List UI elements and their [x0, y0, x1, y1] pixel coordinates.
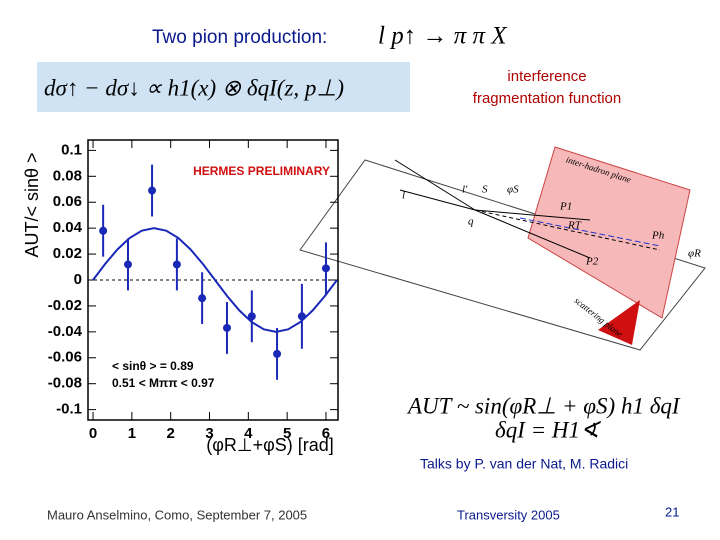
data-point: [222, 323, 231, 332]
diagram-label: S: [482, 184, 488, 196]
credit: Talks by P. van der Nat, M. Radici: [420, 456, 628, 472]
x-tick-label: 5: [283, 425, 291, 442]
footer-author: Mauro Anselmino, Como, September 7, 2005: [47, 507, 307, 522]
p1-line: [474, 209, 591, 221]
data-point: [172, 260, 181, 269]
note: interference: [507, 68, 586, 85]
diagram-label: q: [468, 216, 474, 228]
q-line: [474, 209, 661, 251]
page-number: 21: [665, 504, 679, 519]
diagram-label: P2: [585, 256, 599, 268]
data-point: [273, 349, 282, 358]
diagram-label: φS: [507, 184, 519, 196]
y-tick-label: 0: [74, 271, 82, 288]
p2-line: [474, 209, 591, 259]
annotation: 0.51 < Mππ < 0.97: [112, 376, 215, 390]
slide-title: Two pion production:: [152, 27, 327, 48]
data-point: [99, 226, 108, 235]
y-tick-label: 0.1: [61, 141, 82, 158]
y-tick-label: 0.02: [53, 245, 82, 262]
y-tick-label: -0.08: [48, 375, 82, 392]
beam-line: [394, 159, 476, 211]
cone: [598, 300, 640, 345]
data-point: [148, 186, 157, 195]
y-tick-label: -0.06: [48, 349, 82, 366]
data-point: [123, 260, 132, 269]
footer-event: Transversity 2005: [457, 507, 560, 522]
process: l p↑ → π π X: [378, 23, 508, 50]
y-tick-label: -0.04: [48, 323, 83, 340]
x-tick-label: 0: [89, 425, 97, 442]
annotation: < sinθ > = 0.89: [112, 359, 194, 373]
diagram-label: φR: [688, 248, 701, 260]
scattering-plane: [299, 159, 706, 351]
formula-box: [37, 62, 410, 112]
x-tick-label: 6: [322, 425, 330, 442]
y-tick-label: -0.02: [48, 297, 82, 314]
y-tick-label: -0.1: [56, 401, 82, 418]
diagram: [299, 146, 706, 351]
data-point: [297, 312, 306, 321]
y-tick-label: 0.06: [53, 193, 82, 210]
data-point: [321, 264, 330, 273]
annotation: HERMES PRELIMINARY: [193, 164, 330, 178]
diagram-label: P1: [559, 201, 572, 213]
rt-line: [519, 217, 661, 247]
scattered-line: [399, 189, 476, 211]
result: δqI = H1∢: [495, 417, 602, 442]
fit-curve: [92, 227, 338, 333]
x-tick-label: 2: [167, 425, 175, 442]
formula: dσ↑ − dσ↓ ∝ h1(x) ⊗ δqI(z, p⊥): [44, 75, 344, 100]
x-tick-label: 3: [205, 425, 213, 442]
x-axis-label: (φR⊥+φS) [rad]: [206, 435, 334, 455]
y-tick-label: 0.08: [53, 167, 82, 184]
note: fragmentation function: [473, 90, 621, 107]
x-tick-label: 4: [244, 425, 253, 442]
diagram-label: RT: [567, 220, 582, 232]
y-tick-label: 0.04: [53, 219, 83, 236]
diagram-label: l: [402, 190, 405, 202]
diagram-label: l': [462, 184, 468, 196]
hadron-plane: [527, 146, 691, 319]
diagram-label: Ph: [651, 230, 665, 242]
data-point: [198, 294, 207, 303]
data-point: [247, 312, 256, 321]
result: AUT ~ sin(φR⊥ + φS) h1 δqI: [406, 393, 681, 418]
y-axis-label: AUT/< sinθ >: [22, 152, 42, 257]
x-tick-label: 1: [128, 425, 136, 442]
